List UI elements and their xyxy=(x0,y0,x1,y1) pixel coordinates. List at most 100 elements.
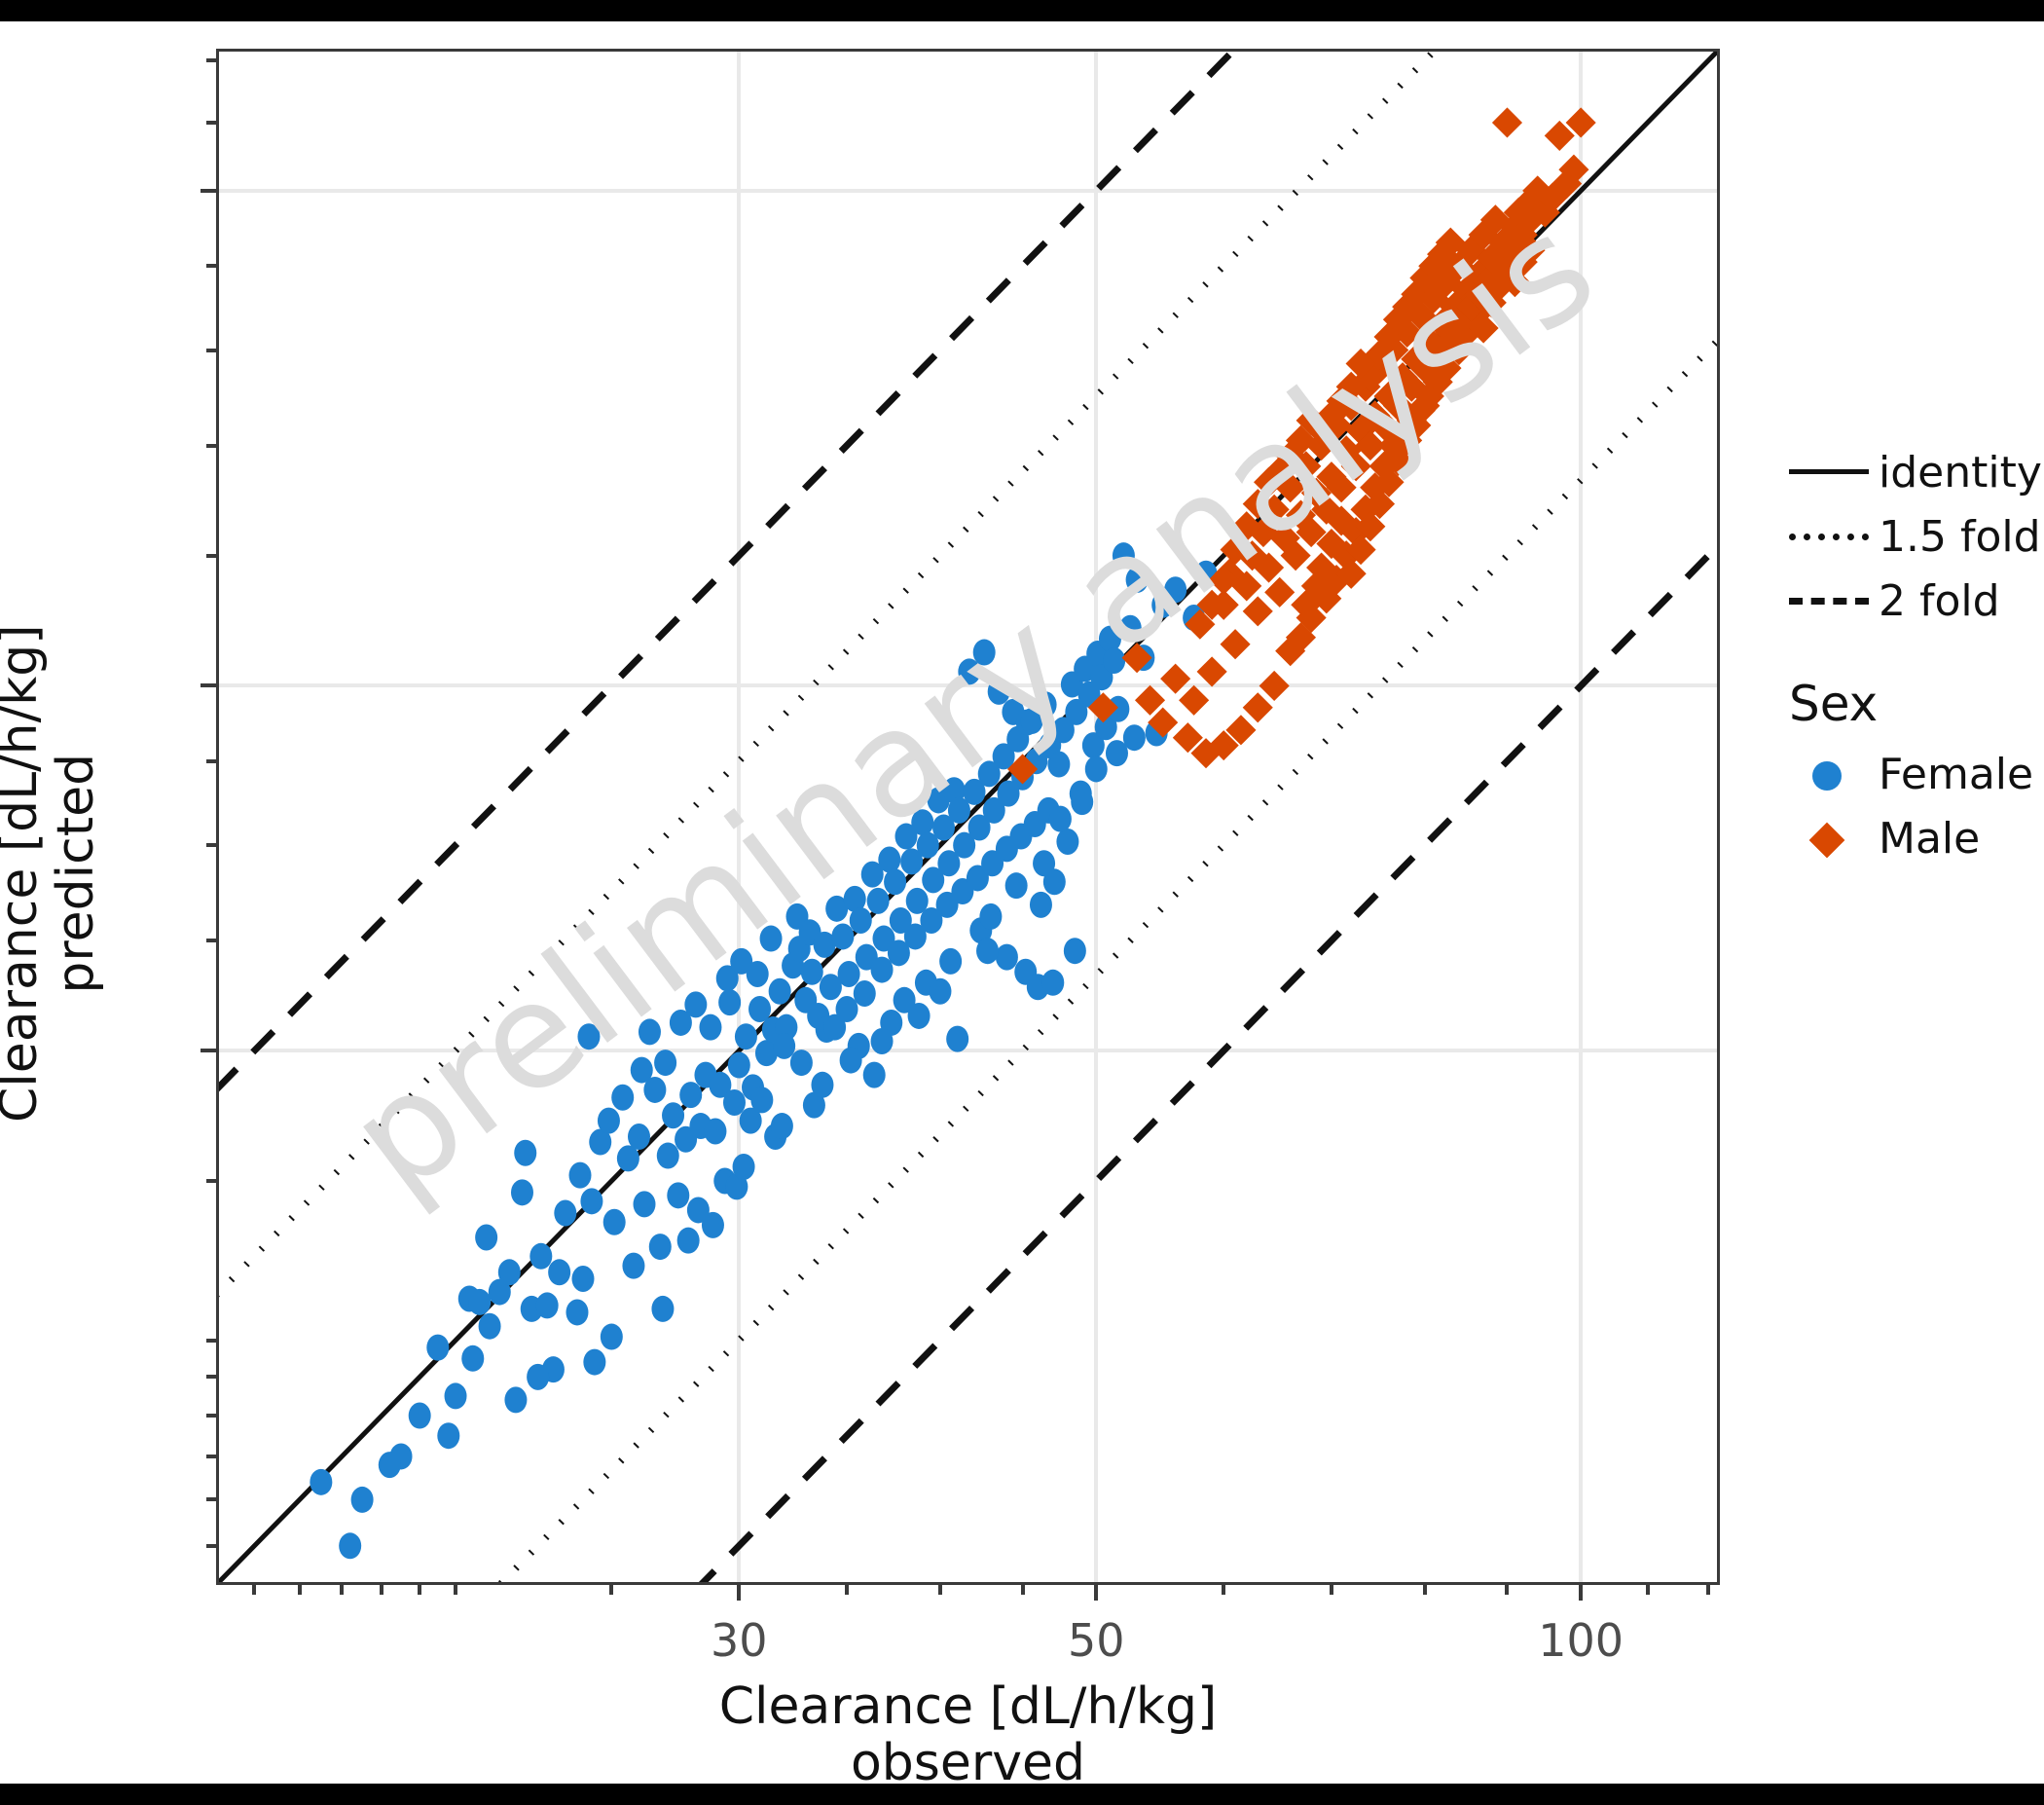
data-point xyxy=(662,1102,685,1129)
data-point xyxy=(654,1050,677,1077)
data-point xyxy=(894,823,918,850)
data-point xyxy=(648,1234,672,1261)
x-axis-title-line2: observed xyxy=(850,1734,1086,1793)
data-point xyxy=(1160,663,1191,694)
reference-line-dotted xyxy=(494,335,1720,1585)
x-tick-minor xyxy=(418,1585,422,1595)
legend-label-female: Female xyxy=(1879,749,2034,799)
data-point xyxy=(907,1002,931,1029)
data-point xyxy=(987,678,1010,705)
data-point xyxy=(1047,751,1071,778)
data-point xyxy=(611,1084,635,1111)
data-point xyxy=(651,1295,675,1322)
data-point xyxy=(995,943,1018,971)
data-point xyxy=(893,986,916,1013)
data-point xyxy=(1355,430,1386,461)
x-tick-minor xyxy=(1222,1585,1226,1595)
data-point xyxy=(701,1211,724,1238)
x-axis-title-line1: Clearance [dL/h/kg] xyxy=(718,1677,1218,1736)
y-axis-title: Clearance [dL/h/kg] predicted xyxy=(0,105,105,1641)
legend-item-2-fold[interactable]: 2 fold xyxy=(1787,569,2044,633)
data-point xyxy=(1231,511,1262,542)
data-point xyxy=(1242,596,1273,627)
x-tick-minor xyxy=(1329,1585,1333,1595)
data-point xyxy=(580,1188,603,1215)
data-point xyxy=(704,1118,727,1145)
y-tick-minor xyxy=(206,1497,216,1502)
data-point xyxy=(577,1023,601,1050)
data-point xyxy=(966,865,989,892)
data-point xyxy=(932,814,956,841)
data-point xyxy=(1122,724,1146,752)
data-point xyxy=(1105,740,1128,767)
x-tick-major xyxy=(737,1585,742,1601)
reference-line-dashed xyxy=(696,541,1720,1585)
male-marker-key xyxy=(1787,814,1873,863)
y-axis-title-line1: Clearance [dL/h/kg] xyxy=(0,624,49,1124)
y-tick-minor xyxy=(206,758,216,763)
data-point xyxy=(566,1299,589,1326)
y-tick-minor xyxy=(206,1543,216,1548)
female-marker-key xyxy=(1787,750,1873,798)
data-point xyxy=(1051,717,1075,744)
data-point xyxy=(903,923,927,950)
x-tick-major xyxy=(1579,1585,1584,1601)
data-point xyxy=(378,1452,401,1479)
y-tick-minor xyxy=(206,264,216,269)
data-point xyxy=(920,906,943,934)
data-point xyxy=(1491,107,1523,138)
figure-canvas: 30501003050100 Clearance [dL/h/kg] obser… xyxy=(0,21,2044,1791)
x-gridline xyxy=(1579,49,1584,1585)
data-point xyxy=(1065,698,1088,725)
x-tick-minor xyxy=(454,1585,458,1595)
data-point xyxy=(853,980,876,1008)
data-point xyxy=(1071,789,1094,816)
data-point xyxy=(1409,390,1441,422)
data-point xyxy=(1094,714,1117,741)
data-point xyxy=(759,925,783,952)
legend-label-1-5-fold: 1.5 fold xyxy=(1879,511,2041,562)
data-point xyxy=(554,1199,577,1227)
data-point xyxy=(475,1224,498,1251)
data-point xyxy=(768,977,791,1005)
y-axis-title-line2: predicted xyxy=(47,753,105,994)
data-point xyxy=(937,850,961,877)
data-point xyxy=(1125,567,1149,594)
data-point xyxy=(946,1025,969,1052)
data-point xyxy=(656,1142,679,1169)
data-point xyxy=(770,1113,793,1140)
y-tick-major xyxy=(201,1049,216,1053)
data-point xyxy=(939,947,963,975)
data-point xyxy=(1103,646,1126,674)
data-point xyxy=(600,1323,623,1350)
data-point xyxy=(718,989,742,1016)
y-gridline xyxy=(216,188,1720,193)
legend-item-1-5-fold[interactable]: 1.5 fold xyxy=(1787,504,2044,569)
y-tick-minor xyxy=(206,348,216,352)
data-point xyxy=(1326,472,1357,503)
data-point xyxy=(725,1173,748,1200)
legend-item-male[interactable]: Male xyxy=(1787,806,2044,870)
data-point xyxy=(889,906,912,934)
data-point xyxy=(862,1061,886,1088)
legend-item-identity[interactable]: identity xyxy=(1787,440,2044,504)
data-point xyxy=(633,1191,656,1218)
data-point xyxy=(1242,692,1273,723)
data-point xyxy=(935,891,959,918)
legend-item-female[interactable]: Female xyxy=(1787,742,2044,806)
data-point xyxy=(461,1345,485,1372)
data-point xyxy=(1004,872,1028,900)
y-tick-minor xyxy=(206,1414,216,1418)
data-point xyxy=(444,1382,467,1410)
data-point xyxy=(602,1208,626,1235)
data-point xyxy=(739,1107,762,1134)
chart-canvas xyxy=(216,49,1720,1585)
data-point xyxy=(1179,684,1210,716)
data-point xyxy=(1164,576,1187,604)
data-point xyxy=(686,1197,710,1224)
data-point xyxy=(1020,708,1043,735)
data-point xyxy=(884,868,907,896)
data-point xyxy=(789,1050,813,1077)
x-tick-minor xyxy=(845,1585,850,1595)
y-tick-minor xyxy=(206,939,216,943)
